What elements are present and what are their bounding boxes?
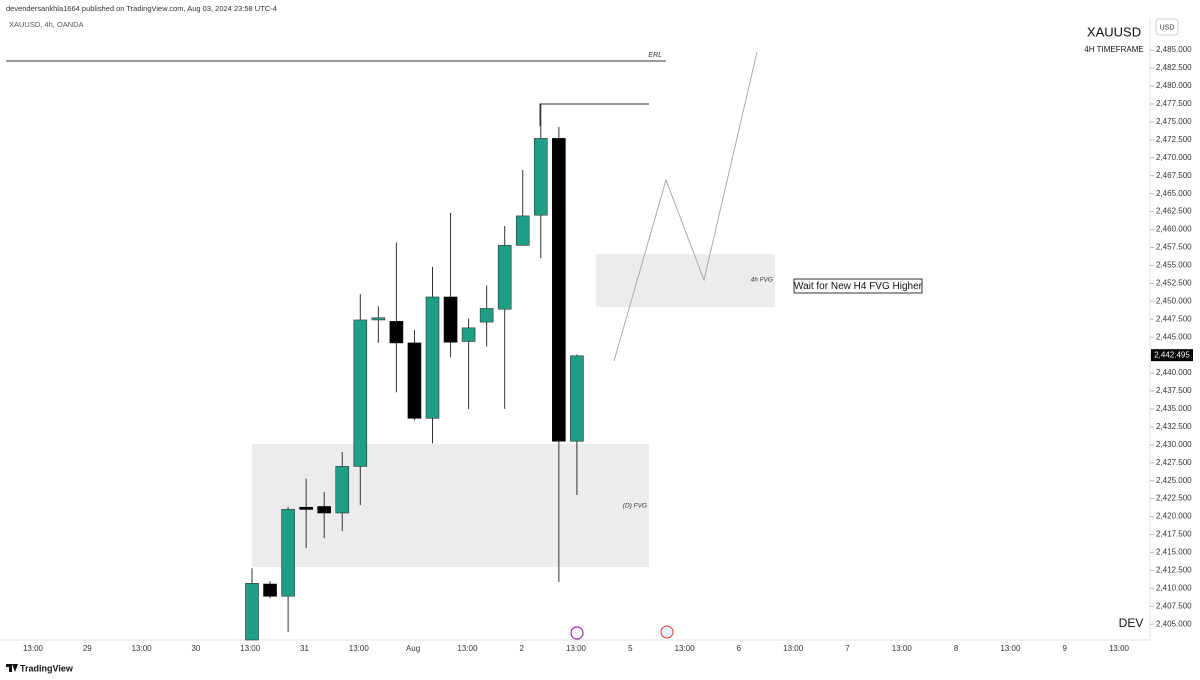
h4-fvg-label: 4h FVG bbox=[751, 277, 773, 284]
y-tick-label: 2,405.000 bbox=[1156, 619, 1192, 628]
projection-path bbox=[613, 51, 758, 362]
y-tick-label: 2,472.500 bbox=[1156, 135, 1192, 144]
x-tick-label: 13:00 bbox=[675, 644, 696, 653]
currency-box[interactable] bbox=[1155, 18, 1179, 36]
x-tick-label: 13:00 bbox=[1109, 644, 1130, 653]
y-tick-label: 2,417.500 bbox=[1156, 530, 1192, 539]
y-tick-label: 2,480.000 bbox=[1156, 81, 1192, 90]
daily-fvg-zone bbox=[252, 444, 649, 567]
x-tick-label: 13:00 bbox=[23, 644, 44, 653]
daily-fvg-label: (D) FVG bbox=[623, 503, 647, 510]
x-tick-label: 29 bbox=[83, 644, 92, 653]
candle-body bbox=[245, 583, 259, 641]
x-tick-label: 13:00 bbox=[457, 644, 478, 653]
candle-body bbox=[570, 355, 584, 442]
y-tick-label: 2,455.000 bbox=[1156, 261, 1192, 270]
y-tick-label: 2,460.000 bbox=[1156, 225, 1192, 234]
x-tick-label: 9 bbox=[1062, 644, 1067, 653]
candle-body bbox=[317, 506, 332, 514]
candle-body bbox=[443, 296, 458, 343]
last-price-label: 2,442.495 bbox=[1154, 350, 1190, 359]
y-tick-label: 2,452.500 bbox=[1156, 278, 1192, 287]
x-tick-label: 13:00 bbox=[240, 644, 261, 653]
y-tick-label: 2,467.500 bbox=[1156, 171, 1192, 180]
symbol: XAUUSD bbox=[1087, 24, 1141, 39]
x-tick-label: 13:00 bbox=[892, 644, 913, 653]
y-tick-label: 2,462.500 bbox=[1156, 207, 1192, 216]
y-tick-label: 2,477.500 bbox=[1156, 99, 1192, 108]
erl-label: ERL bbox=[648, 52, 662, 59]
news-icon[interactable] bbox=[660, 625, 674, 639]
y-tick-label: 2,420.000 bbox=[1156, 512, 1192, 521]
x-tick-label: 30 bbox=[191, 644, 200, 653]
y-tick-label: 2,412.500 bbox=[1156, 566, 1192, 575]
x-tick-label: 13:00 bbox=[132, 644, 153, 653]
y-tick-label: 2,425.000 bbox=[1156, 476, 1192, 485]
candle-body bbox=[497, 245, 512, 310]
candle-body bbox=[461, 327, 476, 342]
y-tick-label: 2,450.000 bbox=[1156, 296, 1192, 305]
y-tick-label: 2,470.000 bbox=[1156, 153, 1192, 162]
x-tick-label: 5 bbox=[628, 644, 633, 653]
published-line: devendersankhla1664 published on Trading… bbox=[6, 4, 277, 13]
y-tick-label: 2,435.000 bbox=[1156, 404, 1192, 413]
candle-body bbox=[353, 319, 368, 467]
y-tick-label: 2,415.000 bbox=[1156, 548, 1192, 557]
y-tick-label: 2,440.000 bbox=[1156, 368, 1192, 377]
candle-body bbox=[407, 342, 422, 419]
x-tick-label: 13:00 bbox=[783, 644, 804, 653]
currency: USD bbox=[1160, 24, 1175, 31]
x-tick-label: 13:00 bbox=[1000, 644, 1021, 653]
candle-body bbox=[552, 138, 566, 442]
x-tick-label: 6 bbox=[737, 644, 742, 653]
h4-fvg-zone bbox=[596, 254, 775, 307]
x-tick-label: 2 bbox=[519, 644, 524, 653]
candle-body bbox=[389, 321, 404, 344]
candle-body bbox=[335, 466, 350, 514]
y-tick-label: 2,482.500 bbox=[1156, 63, 1192, 72]
instrument: XAUUSD, 4h, OANDA bbox=[9, 20, 84, 29]
y-tick-label: 2,447.500 bbox=[1156, 314, 1192, 323]
y-tick-label: 2,422.500 bbox=[1156, 494, 1192, 503]
x-tick-label: Aug bbox=[406, 644, 420, 653]
high-line bbox=[539, 103, 649, 126]
candle-body bbox=[515, 215, 530, 246]
y-tick-label: 2,407.500 bbox=[1156, 601, 1192, 610]
note-box bbox=[793, 278, 923, 294]
event-icon[interactable] bbox=[570, 626, 584, 640]
last-price-box bbox=[1151, 349, 1193, 362]
candle-body bbox=[299, 506, 313, 510]
note: Wait for New H4 FVG Higher bbox=[794, 281, 923, 292]
candle-body bbox=[533, 138, 548, 216]
y-tick-label: 2,457.500 bbox=[1156, 243, 1192, 252]
timeframe: 4H TIMEFRAME bbox=[1084, 45, 1143, 54]
y-tick-label: 2,485.000 bbox=[1156, 45, 1192, 54]
y-tick-label: 2,410.000 bbox=[1156, 583, 1192, 592]
author-tag: DEV bbox=[1119, 616, 1144, 630]
x-tick-label: 7 bbox=[845, 644, 850, 653]
candle-body bbox=[425, 296, 440, 419]
candle-body bbox=[263, 583, 277, 597]
brand-logo bbox=[6, 664, 18, 672]
brand: TradingView bbox=[20, 663, 74, 673]
candle-body bbox=[479, 308, 494, 323]
x-tick-label: 13:00 bbox=[566, 644, 587, 653]
y-tick-label: 2,427.500 bbox=[1156, 458, 1192, 467]
y-tick-label: 2,475.000 bbox=[1156, 117, 1192, 126]
y-tick-label: 2,465.000 bbox=[1156, 189, 1192, 198]
y-tick-label: 2,437.500 bbox=[1156, 386, 1192, 395]
y-tick-label: 2,445.000 bbox=[1156, 332, 1192, 341]
candle-body bbox=[371, 317, 386, 321]
x-tick-label: 31 bbox=[300, 644, 309, 653]
y-tick-label: 2,432.500 bbox=[1156, 422, 1192, 431]
x-tick-label: 8 bbox=[954, 644, 959, 653]
x-tick-label: 13:00 bbox=[349, 644, 370, 653]
candle-body bbox=[281, 509, 295, 597]
y-tick-label: 2,430.000 bbox=[1156, 440, 1192, 449]
